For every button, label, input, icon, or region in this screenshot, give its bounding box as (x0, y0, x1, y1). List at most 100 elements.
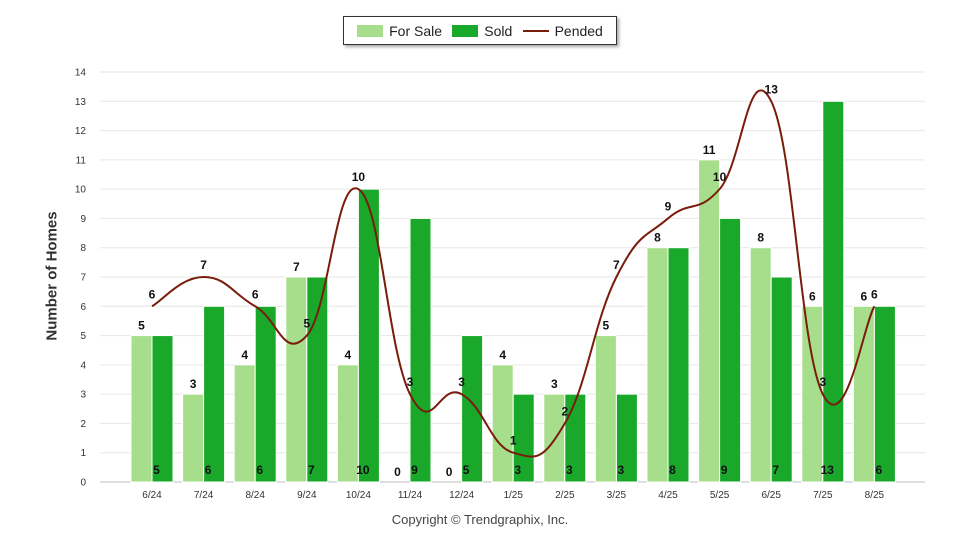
sold-bar (409, 217, 432, 483)
pended-data-label: 3 (819, 375, 826, 389)
pended-data-label: 13 (765, 82, 779, 96)
for-sale-data-label: 0 (446, 465, 453, 479)
pended-swatch (522, 29, 549, 32)
sold-data-label: 6 (876, 463, 883, 477)
sold-data-label: 7 (772, 463, 779, 477)
sold-data-label: 9 (411, 463, 418, 477)
for-sale-data-label: 4 (499, 348, 506, 362)
sold-bar (615, 393, 638, 483)
for-sale-data-label: 5 (603, 319, 610, 333)
x-tick-label: 4/25 (658, 490, 678, 501)
sold-data-label: 8 (669, 463, 676, 477)
legend-label-sold: Sold (484, 22, 513, 39)
pended-data-label: 6 (252, 287, 259, 301)
for-sale-data-label: 4 (241, 348, 248, 362)
pended-data-label: 9 (665, 199, 672, 213)
x-tick-label: 9/24 (297, 490, 317, 501)
sold-bar (564, 393, 587, 483)
for-sale-data-label: 8 (757, 231, 764, 245)
sold-bar (151, 335, 174, 483)
x-tick-label: 2/25 (555, 490, 575, 501)
y-tick-label: 14 (75, 68, 87, 79)
sold-bar (770, 276, 793, 483)
sold-bar (667, 247, 690, 483)
pended-data-label: 5 (303, 317, 310, 331)
legend-item-sold[interactable]: Sold (452, 23, 512, 39)
x-tick-label: 7/24 (194, 490, 214, 501)
sold-bar (461, 335, 484, 483)
pended-line (151, 89, 876, 458)
copyright-text: Copyright © Trendgraphix, Inc. (391, 512, 569, 527)
for-sale-data-label: 3 (190, 377, 197, 391)
x-tick-label: 5/25 (710, 490, 730, 501)
sold-data-label: 5 (463, 463, 470, 477)
y-tick-label: 8 (80, 243, 86, 254)
pended-data-label: 2 (561, 404, 568, 418)
y-axis-label: Number of Homes (43, 211, 61, 341)
x-tick-label: 3/25 (607, 490, 627, 501)
pended-data-label: 3 (407, 375, 414, 389)
sold-bar (873, 305, 896, 483)
pended-data-label: 1 (510, 434, 517, 448)
for-sale-data-label: 0 (394, 465, 401, 479)
pended-data-label: 6 (149, 287, 156, 301)
y-tick-label: 12 (75, 126, 87, 137)
x-tick-label: 10/24 (346, 490, 371, 501)
for-sale-data-label: 11 (703, 143, 716, 157)
legend-item-for-sale[interactable]: For Sale (357, 23, 442, 39)
y-tick-label: 6 (80, 302, 86, 313)
pended-data-label: 10 (352, 170, 366, 184)
legend-item-pended[interactable]: Pended (522, 22, 603, 39)
y-tick-label: 3 (80, 390, 86, 401)
y-tick-label: 7 (80, 273, 86, 284)
legend-label-pended: Pended (554, 22, 603, 39)
y-tick-label: 9 (80, 214, 86, 225)
for-sale-bar (646, 247, 669, 483)
x-tick-label: 12/24 (449, 490, 474, 501)
sold-bar (203, 305, 226, 483)
sold-bar (357, 188, 380, 483)
y-tick-label: 11 (76, 155, 87, 166)
y-tick-label: 4 (80, 360, 86, 371)
for-sale-data-label: 6 (809, 289, 816, 303)
sold-bar (512, 393, 535, 483)
y-tick-label: 2 (80, 419, 86, 430)
for-sale-data-label: 4 (345, 348, 352, 362)
for-sale-bar (852, 305, 875, 483)
x-tick-label: 7/25 (813, 490, 833, 501)
for-sale-data-label: 6 (861, 289, 868, 303)
for-sale-bar (749, 247, 772, 483)
x-tick-label: 11/24 (398, 490, 423, 501)
pended-data-label: 6 (871, 287, 878, 301)
for-sale-bar (491, 364, 514, 483)
pended-data-label: 7 (613, 258, 620, 272)
for-sale-bar (594, 335, 617, 483)
line-layer (151, 89, 876, 458)
sold-bar (822, 100, 845, 483)
sold-data-label: 6 (256, 463, 263, 477)
y-tick-label: 1 (80, 448, 86, 459)
sold-data-label: 13 (821, 463, 835, 477)
for-sale-swatch (357, 24, 384, 37)
for-sale-data-label: 8 (654, 231, 661, 245)
sold-data-label: 3 (514, 463, 521, 477)
for-sale-data-label: 5 (138, 319, 145, 333)
y-tick-label: 0 (80, 478, 86, 489)
sold-data-label: 10 (356, 463, 370, 477)
sold-data-label: 3 (566, 463, 573, 477)
sold-data-label: 7 (308, 463, 315, 477)
y-tick-label: 5 (80, 331, 86, 342)
for-sale-data-label: 3 (551, 377, 558, 391)
sold-swatch (452, 24, 479, 37)
y-tick-label: 10 (75, 185, 87, 196)
for-sale-bar (233, 364, 256, 483)
sold-data-label: 9 (721, 463, 728, 477)
x-tick-label: 6/25 (761, 490, 781, 501)
x-tick-label: 8/25 (865, 490, 885, 501)
legend-label-for-sale: For Sale (389, 22, 443, 39)
sold-data-label: 3 (618, 463, 625, 477)
for-sale-bar (130, 335, 153, 483)
sold-data-label: 6 (205, 463, 212, 477)
